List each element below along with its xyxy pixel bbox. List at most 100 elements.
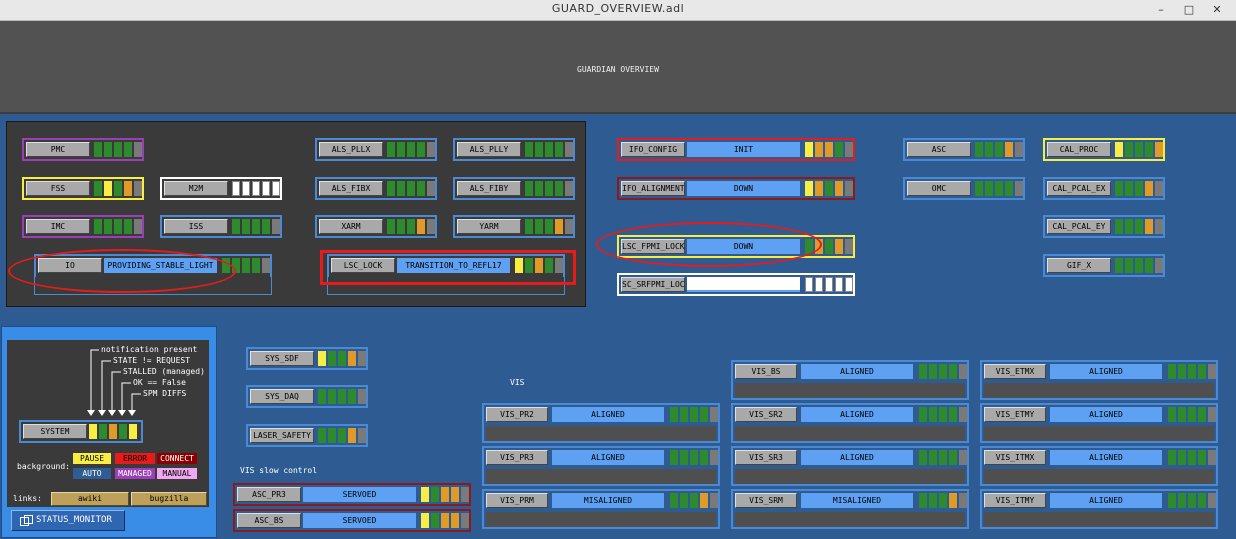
- vis-etmx-bar: [984, 383, 1214, 398]
- maximize-icon[interactable]: □: [1183, 3, 1195, 16]
- sys-daq-button[interactable]: SYS_DAQ: [250, 389, 314, 404]
- asc-button[interactable]: ASC: [907, 142, 971, 157]
- vis-srm-button[interactable]: VIS_SRM: [735, 493, 797, 508]
- legend-note-state: STATE != REQUEST: [113, 356, 191, 365]
- node-fss: FSS: [22, 177, 144, 200]
- node-omc: OMC: [903, 177, 1025, 200]
- asc-pr3-button[interactable]: ASC_PR3: [237, 487, 301, 502]
- vis-sr2: VIS_SR2 ALIGNED: [731, 403, 969, 443]
- legend-panel: notification present STATE != REQUEST ST…: [1, 326, 217, 538]
- als-pllx-button[interactable]: ALS_PLLX: [319, 142, 383, 157]
- highlight-ellipse-io: [8, 249, 236, 293]
- als-fiby-button[interactable]: ALS_FIBY: [457, 181, 521, 196]
- ifo-config-button[interactable]: IFO_CONFIG: [621, 142, 685, 157]
- vis-srm-state: MISALIGNED: [801, 493, 913, 508]
- vis-pr2-button[interactable]: VIS_PR2: [486, 407, 548, 422]
- lsc-lock-button[interactable]: LSC_LOCK: [331, 258, 395, 273]
- xarm-button[interactable]: XARM: [319, 219, 383, 234]
- chip-manual: MANUAL: [157, 468, 197, 479]
- vis-prm-bar: [486, 512, 716, 527]
- vis-bs: VIS_BS ALIGNED: [731, 360, 969, 400]
- vis-bs-button[interactable]: VIS_BS: [735, 364, 797, 379]
- vis-pr2-bar: [486, 426, 716, 441]
- page-title: GUARDIAN OVERVIEW: [577, 65, 659, 74]
- legend-note-spm: SPM DIFFS: [143, 389, 187, 398]
- node-ifo-alignment: IFO_ALIGNMENT DOWN: [617, 177, 855, 200]
- ifo-alignment-button[interactable]: IFO_ALIGNMENT: [621, 181, 685, 196]
- cal-pcal-ex-button[interactable]: CAL_PCAL_EX: [1047, 181, 1111, 196]
- vis-bs-bar: [735, 383, 965, 398]
- status-monitor-label: STATUS_MONITOR: [36, 515, 112, 525]
- vis-pr2-state: ALIGNED: [552, 407, 664, 422]
- sc-srfpmi-loc-button[interactable]: SC_SRFPMI_LOC: [621, 277, 685, 292]
- vis-itmx: VIS_ITMX ALIGNED: [980, 446, 1218, 486]
- node-asc-pr3: ASC_PR3 SERVOED: [233, 483, 471, 506]
- m2m-button[interactable]: M2M: [164, 181, 228, 196]
- vis-sr2-button[interactable]: VIS_SR2: [735, 407, 797, 422]
- asc-pr3-state: SERVOED: [303, 487, 416, 502]
- vis-prm-button[interactable]: VIS_PRM: [486, 493, 548, 508]
- sys-sdf-button[interactable]: SYS_SDF: [250, 351, 314, 366]
- iss-button[interactable]: ISS: [164, 219, 228, 234]
- vis-itmx-button[interactable]: VIS_ITMX: [984, 450, 1046, 465]
- vis-srm: VIS_SRM MISALIGNED: [731, 489, 969, 529]
- node-ifo-config: IFO_CONFIG INIT: [617, 138, 855, 161]
- lsc-lock-state: TRANSITION_TO_REFL17: [397, 258, 510, 273]
- vis-sr3-bar: [735, 469, 965, 484]
- node-cal-pcal-ey: CAL_PCAL_EY: [1043, 215, 1165, 238]
- asc-bs-button[interactable]: ASC_BS: [237, 513, 301, 528]
- vis-pr3-bar: [486, 469, 716, 484]
- chip-error: ERROR: [115, 453, 155, 464]
- node-cal-proc: CAL_PROC: [1043, 138, 1165, 161]
- laser-safety-button[interactable]: LASER_SAFETY: [250, 428, 314, 443]
- close-icon[interactable]: ✕: [1212, 3, 1222, 16]
- vis-itmy-button[interactable]: VIS_ITMY: [984, 493, 1046, 508]
- vis-prm-state: MISALIGNED: [552, 493, 664, 508]
- awiki-link[interactable]: awiki: [51, 492, 129, 506]
- vis-sr3: VIS_SR3 ALIGNED: [731, 446, 969, 486]
- links-label: links:: [13, 494, 42, 503]
- node-xarm: XARM: [315, 215, 437, 238]
- vis-pr2: VIS_PR2 ALIGNED: [482, 403, 720, 443]
- vis-itmy: VIS_ITMY ALIGNED: [980, 489, 1218, 529]
- vis-itmy-state: ALIGNED: [1050, 493, 1162, 508]
- node-als-plly: ALS_PLLY: [453, 138, 575, 161]
- node-yarm: YARM: [453, 215, 575, 238]
- vis-itmx-bar: [984, 469, 1214, 484]
- cal-proc-button[interactable]: CAL_PROC: [1047, 142, 1111, 157]
- node-pmc: PMC: [22, 138, 144, 161]
- status-monitor-button[interactable]: STATUS_MONITOR: [11, 510, 125, 531]
- chip-pause: PAUSE: [73, 453, 111, 464]
- node-m2m: M2M: [160, 177, 282, 200]
- asc-bs-state: SERVOED: [303, 513, 416, 528]
- vis-sr3-button[interactable]: VIS_SR3: [735, 450, 797, 465]
- bugzilla-link[interactable]: bugzilla: [131, 492, 207, 506]
- legend-note-ok: OK == False: [133, 378, 186, 387]
- io-subbar: [34, 277, 272, 295]
- legend-system-node: SYSTEM: [19, 420, 143, 443]
- node-als-pllx: ALS_PLLX: [315, 138, 437, 161]
- chip-connect: CONNECT: [157, 453, 197, 464]
- node-iss: ISS: [160, 215, 282, 238]
- gif-x-button[interactable]: GIF_X: [1047, 258, 1111, 273]
- fss-button[interactable]: FSS: [26, 181, 90, 196]
- als-fibx-button[interactable]: ALS_FIBX: [319, 181, 383, 196]
- omc-button[interactable]: OMC: [907, 181, 971, 196]
- window-title: GUARD_OVERVIEW.adl: [551, 2, 685, 15]
- vis-pr3-button[interactable]: VIS_PR3: [486, 450, 548, 465]
- node-sys-daq: SYS_DAQ: [246, 385, 368, 408]
- vis-etmx-button[interactable]: VIS_ETMX: [984, 364, 1046, 379]
- als-plly-button[interactable]: ALS_PLLY: [457, 142, 521, 157]
- vis-srm-bar: [735, 512, 965, 527]
- vis-itmy-bar: [984, 512, 1214, 527]
- vis-etmy-bar: [984, 426, 1214, 441]
- yarm-button[interactable]: YARM: [457, 219, 521, 234]
- chip-auto: AUTO: [73, 468, 111, 479]
- vis-etmx: VIS_ETMX ALIGNED: [980, 360, 1218, 400]
- vis-etmy-button[interactable]: VIS_ETMY: [984, 407, 1046, 422]
- imc-button[interactable]: IMC: [26, 219, 90, 234]
- sc-srfpmi-loc-state: [687, 277, 800, 292]
- minimize-icon[interactable]: –: [1158, 3, 1164, 16]
- pmc-button[interactable]: PMC: [26, 142, 90, 157]
- cal-pcal-ey-button[interactable]: CAL_PCAL_EY: [1047, 219, 1111, 234]
